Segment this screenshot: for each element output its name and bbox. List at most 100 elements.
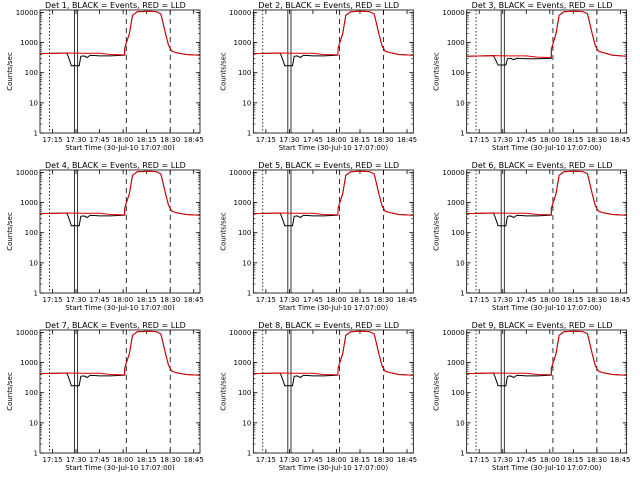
x-tick-label: 18:30: [587, 136, 607, 144]
x-tick-label: 18:00: [540, 456, 560, 464]
series-line-events: [253, 10, 414, 67]
x-tick-label: 18:00: [113, 296, 133, 304]
x-tick-label: 17:30: [66, 296, 86, 304]
y-tick-label: 1000: [20, 39, 38, 47]
y-tick-label: 10000: [16, 9, 38, 17]
x-tick-label: 17:30: [493, 456, 513, 464]
series-line-events: [39, 10, 201, 67]
y-tick-label: 100: [25, 229, 38, 237]
y-tick-label: 100: [238, 69, 251, 77]
series-line-lld: [39, 330, 201, 376]
x-tick-label: 17:45: [516, 136, 536, 144]
plot-frame: [252, 9, 414, 134]
x-tick-label: 18:15: [137, 456, 157, 464]
detector-panel-5: Det 5, BLACK = Events, RED = LLD 1 10 100 10…: [219, 161, 417, 312]
x-tick-label: 18:45: [184, 456, 204, 464]
x-tick-label: 17:15: [469, 136, 489, 144]
y-tick-label: 10000: [442, 169, 464, 177]
detector-panel-8: Det 8, BLACK = Events, RED = LLD 1 10 100 10…: [219, 321, 417, 472]
x-tick-label: 17:15: [469, 296, 489, 304]
y-tick-label: 10: [456, 259, 465, 267]
x-tick-label: 17:15: [42, 296, 62, 304]
y-axis-label: Counts/sec: [433, 52, 441, 91]
panel-title: Det 6, BLACK = Events, RED = LLD: [472, 161, 613, 170]
y-tick-label: 100: [451, 389, 464, 397]
x-tick-label: 17:30: [279, 136, 299, 144]
x-tick-label: 18:45: [610, 296, 630, 304]
x-tick-label: 18:00: [326, 136, 346, 144]
x-tick-label: 17:45: [303, 456, 323, 464]
y-tick-label: 100: [25, 69, 38, 77]
detector-panel-2: Det 2, BLACK = Events, RED = LLD 1 10 100 10…: [219, 1, 417, 152]
y-tick-label: 1: [34, 450, 38, 458]
x-tick-label: 18:45: [610, 136, 630, 144]
series-line-lld: [466, 170, 627, 216]
series-line-lld: [466, 330, 627, 376]
y-tick-label: 10: [29, 259, 38, 267]
y-tick-label: 10000: [16, 329, 38, 337]
y-tick-label: 1: [247, 130, 251, 138]
x-axis-label: Start Time (30-Jul-10 17:07:00): [279, 144, 389, 152]
panel-title: Det 1, BLACK = Events, RED = LLD: [45, 1, 186, 10]
series-line-lld: [253, 10, 414, 56]
x-tick-label: 17:30: [493, 296, 513, 304]
x-tick-label: 17:15: [256, 456, 276, 464]
series-line-events: [466, 330, 627, 387]
x-tick-label: 18:15: [137, 296, 157, 304]
series-line-lld: [253, 170, 414, 216]
x-tick-label: 18:45: [184, 296, 204, 304]
x-tick-label: 18:45: [397, 456, 417, 464]
x-axis-label: Start Time (30-Jul-10 17:07:00): [492, 464, 602, 472]
y-tick-label: 100: [451, 229, 464, 237]
y-axis-label: Counts/sec: [6, 52, 14, 91]
y-tick-label: 10000: [442, 329, 464, 337]
x-tick-label: 18:15: [350, 136, 370, 144]
x-tick-label: 18:15: [137, 136, 157, 144]
panel-title: Det 4, BLACK = Events, RED = LLD: [45, 161, 186, 170]
y-tick-label: 10000: [442, 9, 464, 17]
x-axis-label: Start Time (30-Jul-10 17:07:00): [65, 464, 175, 472]
x-tick-label: 18:15: [350, 296, 370, 304]
y-tick-label: 100: [25, 389, 38, 397]
y-tick-label: 10: [456, 419, 465, 427]
plot-frame: [466, 169, 628, 294]
y-tick-label: 1: [34, 130, 38, 138]
x-tick-label: 17:30: [279, 296, 299, 304]
x-tick-label: 17:15: [256, 296, 276, 304]
y-tick-label: 1000: [234, 359, 252, 367]
series-line-lld: [39, 10, 201, 56]
y-tick-label: 10: [456, 99, 465, 107]
series-line-lld: [39, 170, 201, 216]
y-tick-label: 1000: [234, 199, 252, 207]
y-tick-label: 1: [460, 130, 464, 138]
y-tick-label: 10: [29, 99, 38, 107]
detector-panel-3: Det 3, BLACK = Events, RED = LLD 1 10 100 10…: [433, 1, 631, 152]
y-tick-label: 1000: [447, 359, 465, 367]
series-line-events: [466, 170, 627, 227]
plot-frame: [466, 9, 628, 134]
x-axis-label: Start Time (30-Jul-10 17:07:00): [492, 304, 602, 312]
y-tick-label: 100: [451, 69, 464, 77]
x-tick-label: 18:30: [160, 136, 180, 144]
x-tick-label: 18:45: [397, 296, 417, 304]
detector-panel-6: Det 6, BLACK = Events, RED = LLD 1 10 100 10…: [433, 161, 631, 312]
x-tick-label: 18:30: [373, 136, 393, 144]
x-axis-label: Start Time (30-Jul-10 17:07:00): [279, 304, 389, 312]
plot-frame: [39, 329, 201, 454]
series-line-events: [39, 170, 201, 227]
series-line-events: [39, 330, 201, 387]
x-tick-label: 17:45: [303, 136, 323, 144]
x-axis-label: Start Time (30-Jul-10 17:07:00): [279, 464, 389, 472]
series-line-lld: [466, 10, 627, 59]
x-tick-label: 18:00: [540, 296, 560, 304]
y-tick-label: 1000: [234, 39, 252, 47]
plot-frame: [252, 329, 414, 454]
detector-panel-7: Det 7, BLACK = Events, RED = LLD 1 10 100 10…: [6, 321, 204, 472]
plot-frame: [466, 329, 628, 454]
detector-panel-4: Det 4, BLACK = Events, RED = LLD 1 10 100 10…: [6, 161, 204, 312]
x-tick-label: 17:15: [42, 456, 62, 464]
x-tick-label: 18:30: [160, 456, 180, 464]
x-axis-label: Start Time (30-Jul-10 17:07:00): [65, 144, 175, 152]
panel-title: Det 7, BLACK = Events, RED = LLD: [45, 321, 186, 330]
